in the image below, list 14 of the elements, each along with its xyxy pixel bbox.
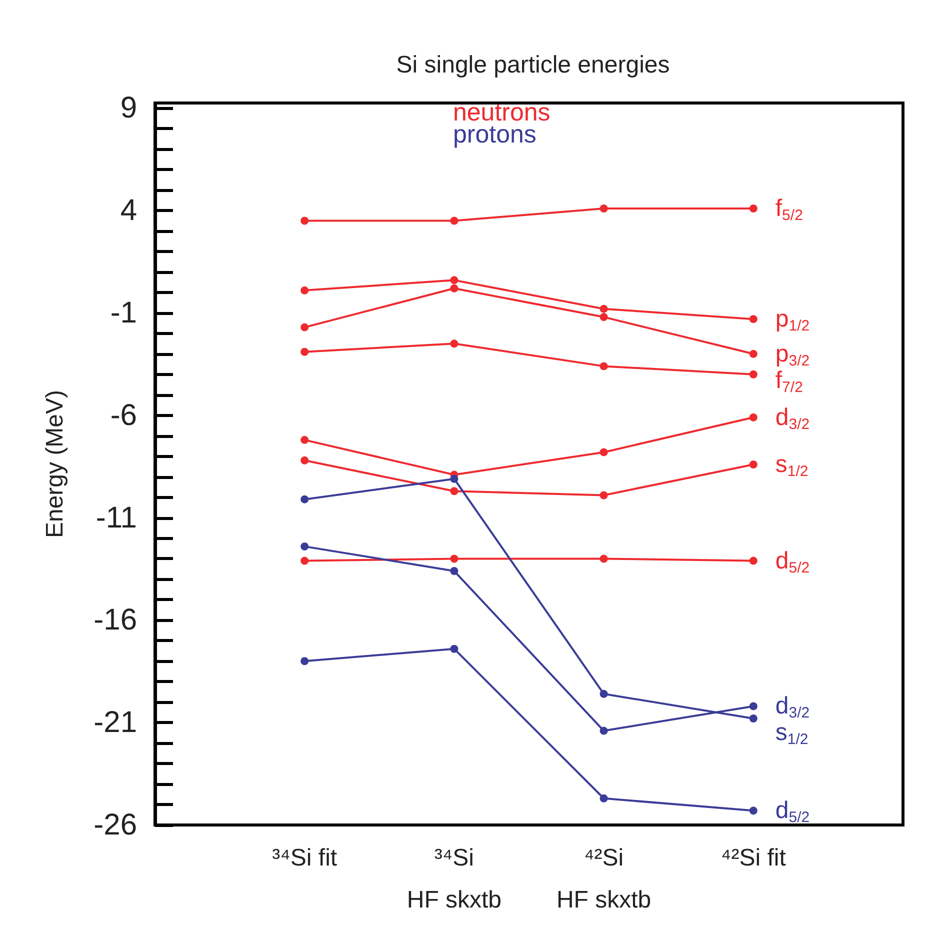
x-tick-label: ⁴²Si fit [720, 844, 786, 872]
y-tick-label: 4 [120, 194, 137, 228]
y-tick-label: -21 [94, 706, 137, 740]
y-tick-label: -16 [94, 604, 137, 637]
y-tick-label: -1 [110, 296, 137, 330]
y-tick-label: -11 [96, 501, 137, 534]
chart-title: Si single particle energies [396, 52, 670, 78]
y-tick-label: -26 [94, 808, 137, 842]
x-tick-label: ⁴²Si HF skxtb [556, 844, 652, 914]
y-axis-title: Energy (MeV) [42, 390, 68, 538]
x-tick-label: ³⁴Si fit [272, 844, 338, 872]
x-tick-label: ³⁴Si HF skxtb [406, 844, 502, 914]
y-tick-label: 9 [120, 92, 137, 125]
y-tick-label: -6 [110, 398, 137, 432]
